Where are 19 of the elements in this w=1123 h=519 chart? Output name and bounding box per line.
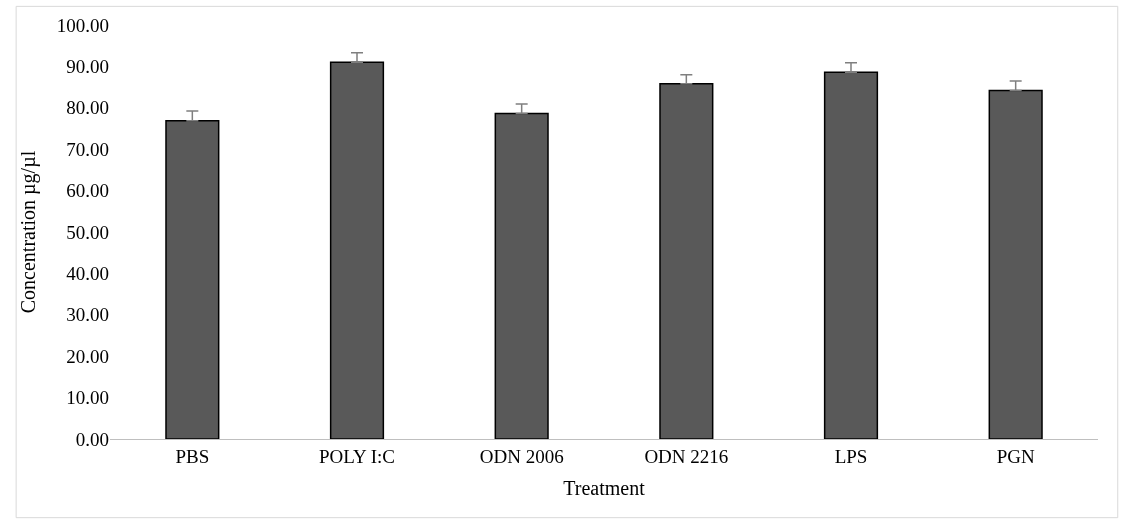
x-tick-label: ODN 2216 — [644, 445, 729, 467]
x-tick-label: PGN — [996, 445, 1035, 467]
y-tick-label: 70.00 — [66, 138, 109, 160]
x-tick-label: POLY I:C — [318, 445, 396, 467]
y-tick-label: 40.00 — [66, 263, 109, 285]
y-tick-label: 60.00 — [66, 180, 109, 202]
y-tick-label: 90.00 — [66, 56, 109, 78]
y-tick-label: 50.00 — [66, 221, 109, 243]
y-tick-label: 100.00 — [56, 14, 109, 36]
y-tick-label: 80.00 — [66, 97, 109, 119]
y-axis-title: Concentration µg/µl — [17, 150, 41, 314]
x-tick-label: PBS — [175, 445, 210, 467]
y-tick-label: 30.00 — [66, 304, 109, 326]
x-tick-label: LPS — [834, 445, 868, 467]
y-tick-label: 20.00 — [66, 345, 109, 367]
y-tick-label: 0.00 — [75, 428, 109, 450]
x-axis-title: Treatment — [563, 477, 646, 500]
x-tick-label: ODN 2006 — [479, 445, 564, 467]
y-tick-label: 10.00 — [66, 387, 109, 409]
